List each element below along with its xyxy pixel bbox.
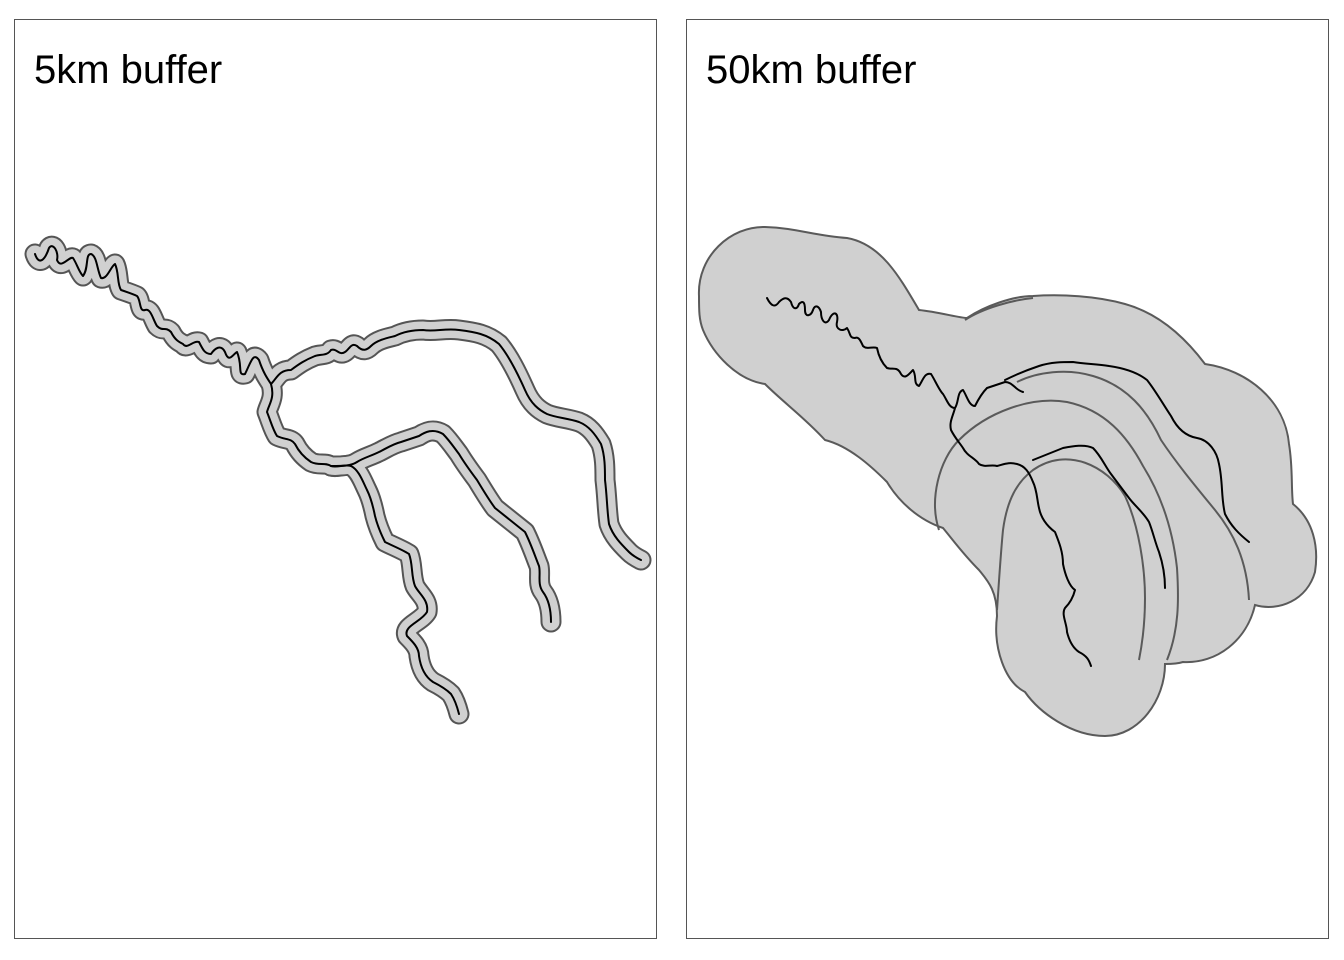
buffer-layer-50km (697, 225, 1318, 738)
river-north-branch (270, 328, 642, 561)
river-main (34, 245, 460, 715)
river-layer-5km (34, 245, 642, 715)
river-main-50km (766, 297, 1092, 667)
panel-title-5km: 5km buffer (34, 48, 223, 92)
map-50km-buffer (697, 225, 1318, 738)
river-layer-50km (766, 297, 1250, 667)
map-panel-5km: 5km buffer (14, 19, 657, 939)
buffer-main-river-outline (24, 235, 470, 725)
river-north-branch-50km (1004, 361, 1250, 543)
buffer-inner-arc-lower (996, 458, 1147, 661)
buffer-layer-5km (24, 235, 652, 725)
river-middle-branch (330, 429, 552, 623)
buffer-main-river-fill (26, 237, 468, 723)
map-5km-buffer (24, 235, 652, 725)
buffer-inner-arc-middle (934, 399, 1179, 661)
buffer-polygon-50km (697, 225, 1318, 738)
buffer-inner-circle-north (964, 297, 1034, 321)
map-panel-50km: 50km buffer (686, 19, 1329, 939)
buffer-inner-arc-upper (1016, 370, 1250, 601)
river-middle-branch-50km (1032, 444, 1166, 589)
panel-title-50km: 50km buffer (706, 48, 917, 92)
